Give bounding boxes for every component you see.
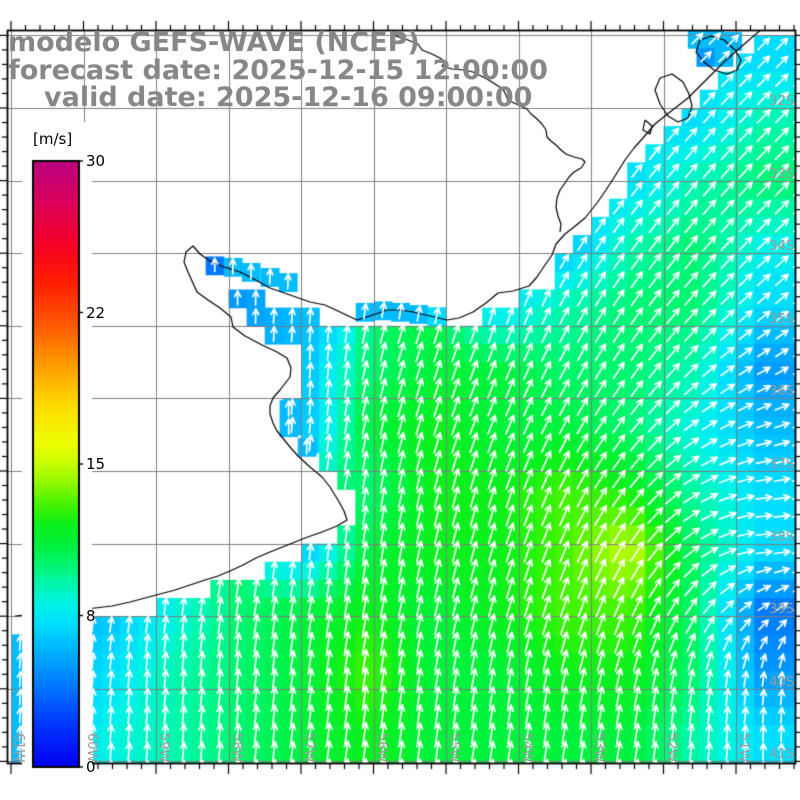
title-model: modelo GEFS-WAVE (NCEP) xyxy=(8,27,420,58)
lat-label: 32S xyxy=(769,94,794,109)
lat-label: 37S xyxy=(769,457,794,472)
lat-label: 33S xyxy=(769,166,794,182)
colorbar-tick-label: 22 xyxy=(86,303,106,322)
lon-label: 55W xyxy=(446,733,461,763)
colorbar-tick-label: 15 xyxy=(86,455,106,473)
lat-label: 36S xyxy=(769,384,794,400)
title-forecast-date: forecast date: 2025-12-15 12:00:00 xyxy=(8,55,548,86)
lat-label: 41S xyxy=(769,747,794,763)
lon-label: 56W xyxy=(373,733,389,763)
lon-label: 53W xyxy=(591,733,606,763)
lat-label: 39S xyxy=(769,602,794,618)
lat-label: 40S xyxy=(769,674,794,690)
colorbar-tick-label: 8 xyxy=(86,606,96,625)
lon-label: 61W xyxy=(11,733,26,763)
lon-label: 57W xyxy=(301,733,316,763)
lon-label: 54W xyxy=(518,733,534,763)
lat-label: 34S xyxy=(769,239,794,255)
lon-label: 58W xyxy=(228,733,244,763)
lon-label: 51W xyxy=(736,733,751,763)
title-valid-date: valid date: 2025-12-16 09:00:00 xyxy=(44,82,533,113)
lat-label: 38S xyxy=(769,529,794,545)
lon-label: 52W xyxy=(663,733,679,763)
colorbar-tick-label: 0 xyxy=(86,758,96,776)
lon-label: 59W xyxy=(156,733,171,763)
lat-label: 35S xyxy=(769,311,794,327)
colorbar-tick-label: 30 xyxy=(86,152,106,170)
colorbar-unit-label: [m/s] xyxy=(33,130,73,148)
